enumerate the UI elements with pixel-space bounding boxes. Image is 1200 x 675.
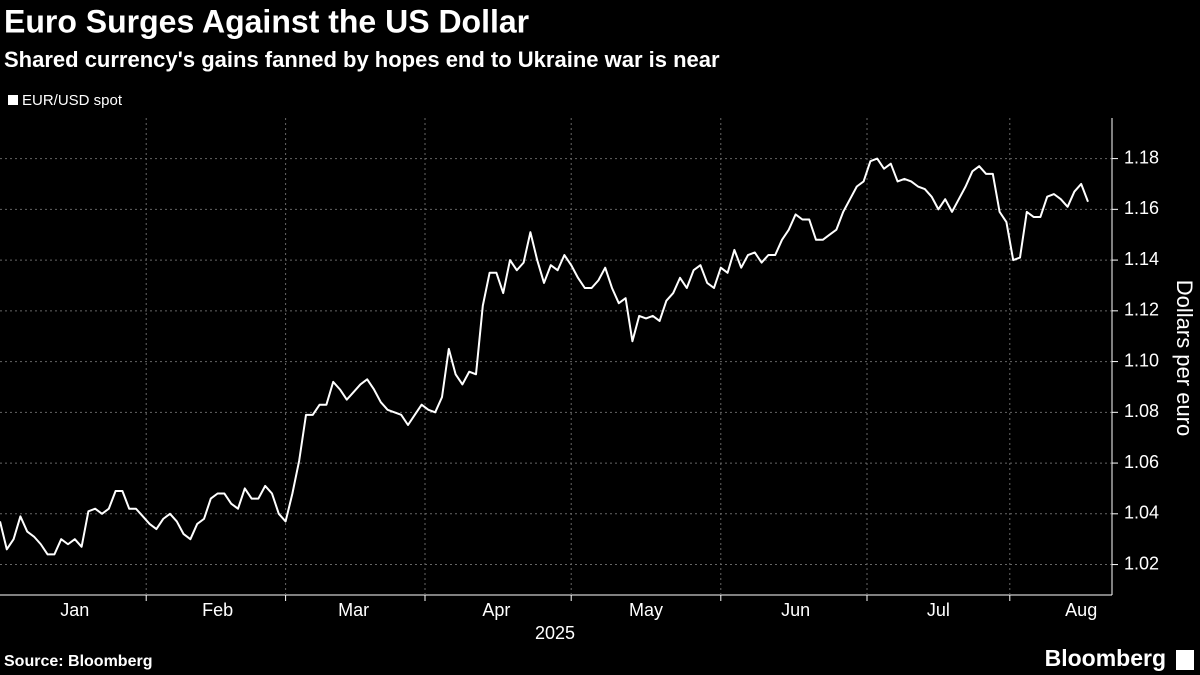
- x-tick-label: Feb: [202, 600, 233, 620]
- x-tick-label: Jan: [60, 600, 89, 620]
- y-tick-label: 1.18: [1124, 147, 1159, 167]
- y-tick-label: 1.12: [1124, 300, 1159, 320]
- y-tick-label: 1.06: [1124, 452, 1159, 472]
- x-tick-label: May: [629, 600, 663, 620]
- legend-swatch: [8, 95, 18, 105]
- series-line: [0, 157, 1089, 556]
- y-tick-label: 1.16: [1124, 198, 1159, 218]
- y-axis-label: Dollars per euro: [1172, 280, 1197, 437]
- x-axis-label: 2025: [535, 623, 575, 643]
- x-tick-label: Jul: [927, 600, 950, 620]
- x-tick-label: Jun: [781, 600, 810, 620]
- source: Source: Bloomberg: [4, 653, 152, 670]
- brand-icon: [1176, 650, 1194, 670]
- y-tick-label: 1.04: [1124, 503, 1159, 523]
- brand-logo: Bloomberg: [1045, 645, 1166, 671]
- chart-title: Euro Surges Against the US Dollar: [4, 3, 529, 39]
- x-tick-label: Apr: [482, 600, 510, 620]
- x-tick-label: Mar: [338, 600, 369, 620]
- y-tick-label: 1.08: [1124, 401, 1159, 421]
- y-tick-label: 1.02: [1124, 553, 1159, 573]
- chart-subtitle: Shared currency's gains fanned by hopes …: [4, 47, 720, 72]
- y-tick-label: 1.10: [1124, 350, 1159, 370]
- x-tick-label: Aug: [1065, 600, 1097, 620]
- legend-label: EUR/USD spot: [22, 92, 123, 109]
- y-tick-label: 1.14: [1124, 249, 1159, 269]
